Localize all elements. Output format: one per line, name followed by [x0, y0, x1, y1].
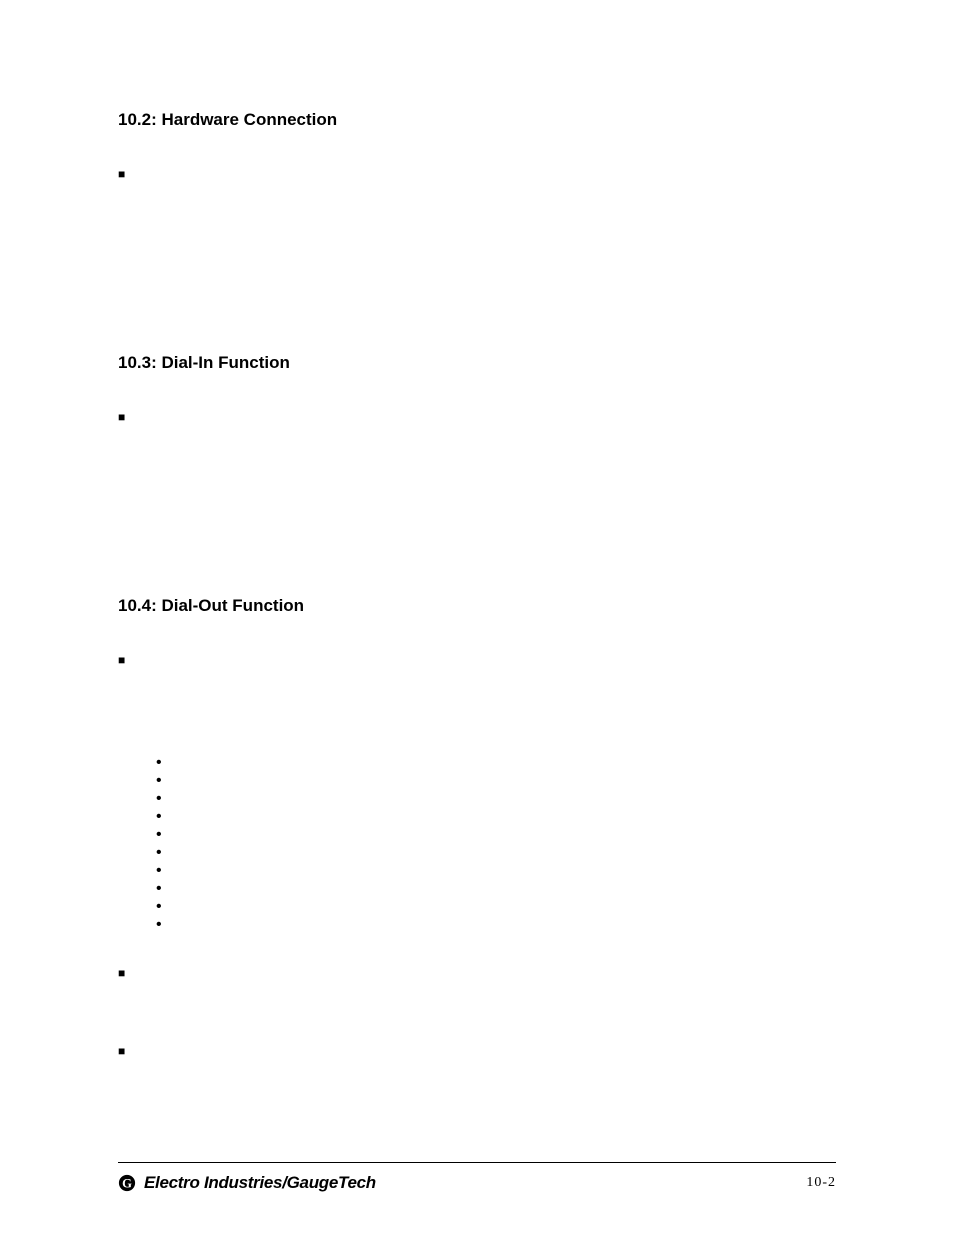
heading-10-2: 10.2: Hardware Connection	[118, 110, 836, 130]
section-dial-in: 10.3: Dial-In Function	[118, 353, 836, 426]
round-bullet	[156, 916, 836, 934]
svg-text:G: G	[122, 1177, 132, 1191]
footer-page-number: 10-2	[806, 1175, 836, 1191]
square-bullet	[118, 964, 836, 982]
round-bullet	[156, 808, 836, 826]
heading-10-4: 10.4: Dial-Out Function	[118, 596, 836, 616]
square-bullet	[118, 1042, 836, 1060]
square-bullet	[118, 165, 836, 183]
round-bullet	[156, 790, 836, 808]
section-dial-out: 10.4: Dial-Out Function	[118, 596, 836, 1060]
page-footer: G Electro Industries/GaugeTech 10-2	[118, 1162, 836, 1193]
round-bullet	[156, 754, 836, 772]
footer-left-group: G Electro Industries/GaugeTech	[118, 1173, 376, 1193]
round-bullet	[156, 844, 836, 862]
square-bullet	[118, 408, 836, 426]
round-bullet	[156, 772, 836, 790]
heading-10-3: 10.3: Dial-In Function	[118, 353, 836, 373]
round-bullet	[156, 880, 836, 898]
footer-brand-text: Electro Industries/GaugeTech	[144, 1173, 376, 1193]
round-bullet	[156, 898, 836, 916]
round-bullet	[156, 826, 836, 844]
square-bullet	[118, 651, 836, 669]
brand-logo-icon: G	[118, 1174, 136, 1192]
page-content: 10.2: Hardware Connection 10.3: Dial-In …	[0, 0, 954, 1060]
round-bullet	[156, 862, 836, 880]
section-hardware-connection: 10.2: Hardware Connection	[118, 110, 836, 183]
round-bullet-list	[156, 754, 836, 934]
